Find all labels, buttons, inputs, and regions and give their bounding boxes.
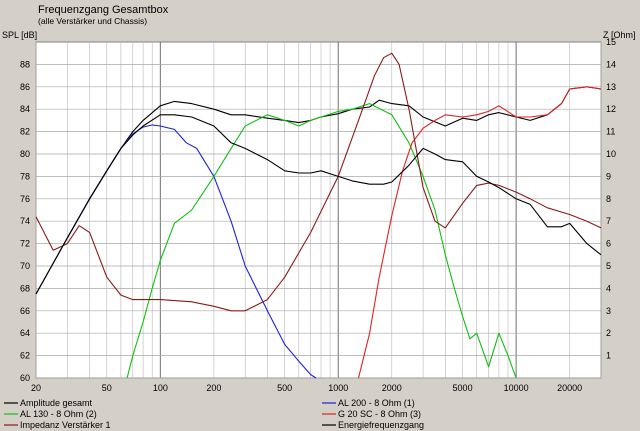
x-tick-label: 20: [31, 383, 41, 393]
x-tick-label: 5000: [453, 383, 473, 393]
y2-tick-label: 1: [606, 351, 611, 361]
y2-tick-label: 8: [606, 194, 611, 204]
x-tick-label: 500: [277, 383, 292, 393]
y2-tick-label: 2: [606, 328, 611, 338]
x-tick-label: 100: [153, 383, 168, 393]
y-tick-label: 72: [20, 239, 30, 249]
y-tick-label: 86: [20, 82, 30, 92]
y-tick-label: 70: [20, 261, 30, 271]
legend: Amplitude gesamt AL 200 - 8 Ohm (1) AL 1…: [4, 398, 424, 430]
x-tick-label: 1000: [328, 383, 348, 393]
y-tick-label: 74: [20, 216, 30, 226]
legend-label-impedanz: Impedanz Verstärker 1: [20, 420, 111, 430]
x-tick-label: 20000: [557, 383, 582, 393]
x-tick-labels: 20 50 100 200 500 1000 2000 5000 10000 20000: [31, 383, 582, 393]
y-tick-label: 68: [20, 283, 30, 293]
y-tick-label: 80: [20, 149, 30, 159]
y2-tick-label: 12: [606, 104, 616, 114]
chart-title: Frequenzgang Gesamtbox: [38, 4, 169, 16]
legend-label-energiefrequenzgang: Energiefrequenzgang: [338, 420, 424, 430]
y2-tick-label: 13: [606, 82, 616, 92]
series-line-impedanz-verst-rker-1: [35, 52, 602, 312]
y-tick-label: 82: [20, 127, 30, 137]
y-axis-label: SPL [dB]: [2, 30, 37, 40]
x-tick-label: 10000: [504, 383, 529, 393]
legend-label-al200: AL 200 - 8 Ohm (1): [338, 398, 415, 408]
y2-tick-label: 4: [606, 283, 611, 293]
x-tick-label: 200: [206, 383, 221, 393]
y2-tick-label: 14: [606, 59, 616, 69]
y2-tick-label: 15: [606, 37, 616, 47]
x-tick-label: 50: [102, 383, 112, 393]
y2-tick-label: 10: [606, 149, 616, 159]
y2-tick-label: 6: [606, 239, 611, 249]
x-tick-label: 2000: [382, 383, 402, 393]
y-tick-label: 62: [20, 351, 30, 361]
grid-lines: [35, 42, 602, 379]
y2-tick-label: 5: [606, 261, 611, 271]
y-tick-labels: 60 62 64 66 68 70 72 74 76 78 80 82 84 86 88: [20, 59, 30, 383]
legend-label-amplitude-gesamt: Amplitude gesamt: [20, 398, 93, 408]
y-tick-label: 64: [20, 328, 30, 338]
chart-subtitle: (alle Verstärker und Chassis): [38, 16, 147, 26]
y2-tick-label: 3: [606, 306, 611, 316]
y2-tick-label: 9: [606, 171, 611, 181]
y-tick-label: 78: [20, 171, 30, 181]
series-line-al-130-8-ohm-2: [126, 103, 517, 379]
series-line-energiefrequenzgang: [35, 114, 602, 295]
y-tick-label: 88: [20, 59, 30, 69]
plot-area: [35, 41, 602, 379]
legend-label-al130: AL 130 - 8 Ohm (2): [20, 409, 97, 419]
y2-tick-label: 11: [606, 127, 615, 137]
y-tick-label: 60: [20, 373, 30, 383]
y-tick-label: 76: [20, 194, 30, 204]
legend-label-g20sc: G 20 SC - 8 Ohm (3): [338, 409, 421, 419]
series-line-g-20-sc-8-ohm-3: [357, 86, 602, 379]
y2-tick-label: 7: [606, 216, 611, 226]
data-series: [35, 52, 602, 379]
y-tick-label: 66: [20, 306, 30, 316]
y-tick-label: 84: [20, 104, 30, 114]
y2-axis-label: Z [Ohm]: [603, 30, 636, 40]
